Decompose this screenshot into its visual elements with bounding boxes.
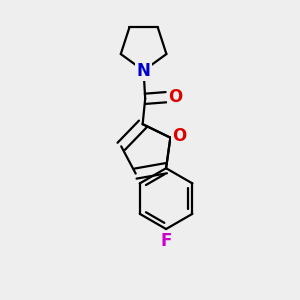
Text: O: O (169, 88, 183, 106)
Text: F: F (160, 232, 172, 250)
Text: N: N (137, 61, 151, 80)
Text: O: O (172, 128, 187, 146)
